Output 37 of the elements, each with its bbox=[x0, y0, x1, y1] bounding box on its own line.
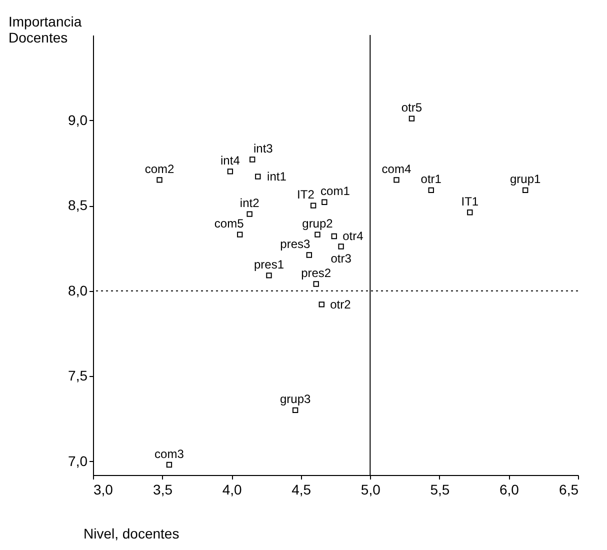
annotation: grup2 bbox=[302, 216, 334, 231]
y-tick-label: 9,0 bbox=[68, 112, 88, 128]
annotation: otr4 bbox=[342, 229, 364, 244]
y-axis-title: Importancia Docentes bbox=[8, 14, 82, 46]
x-tick-label: 3,0 bbox=[94, 482, 114, 498]
annotation: otr2 bbox=[330, 297, 352, 312]
annotation: otr5 bbox=[401, 100, 422, 115]
annotation: com3 bbox=[154, 446, 184, 461]
annotation: IT1 bbox=[461, 194, 479, 208]
annotation: int4 bbox=[220, 153, 240, 168]
annotation: pres3 bbox=[280, 237, 310, 251]
x-tick-label: 5,5 bbox=[430, 482, 450, 498]
y-tick-label: 7,5 bbox=[68, 368, 88, 384]
x-tick-label: 6,0 bbox=[499, 482, 520, 498]
x-tick-label: 4,5 bbox=[292, 482, 312, 498]
annotation: otr1 bbox=[420, 172, 442, 186]
annotation: int2 bbox=[240, 196, 260, 210]
annotation: int3 bbox=[253, 141, 274, 156]
x-axis-title: Nivel, docentes bbox=[84, 526, 180, 542]
y-tick-label: 8,5 bbox=[68, 197, 88, 214]
annotation: com2 bbox=[144, 162, 175, 176]
annotation: grup1 bbox=[510, 172, 542, 186]
annotation: pres2 bbox=[301, 266, 332, 280]
annotation: grup3 bbox=[280, 392, 311, 406]
annotation: com4 bbox=[382, 162, 412, 176]
x-tick-label: 4,0 bbox=[222, 482, 242, 498]
x-tick-label: 6,5 bbox=[559, 482, 579, 498]
y-tick-label: 7,0 bbox=[68, 452, 88, 469]
annotation: com5 bbox=[214, 216, 244, 231]
annotation: int1 bbox=[267, 170, 287, 184]
annotation: pres1 bbox=[254, 257, 284, 272]
annotation: otr3 bbox=[330, 251, 352, 266]
x-tick-label: 5,0 bbox=[360, 482, 381, 498]
annotation: IT2 bbox=[297, 188, 315, 202]
annotation: com1 bbox=[320, 184, 350, 198]
y-tick-label: 8,0 bbox=[68, 282, 88, 298]
x-tick-label: 3,5 bbox=[153, 482, 173, 498]
